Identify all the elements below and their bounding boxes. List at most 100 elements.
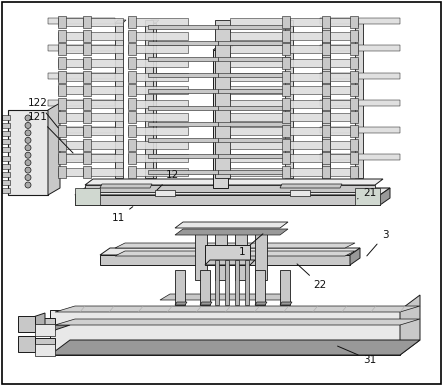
Polygon shape [235,230,247,280]
Polygon shape [322,112,330,124]
Polygon shape [255,270,265,305]
Polygon shape [290,86,330,94]
Polygon shape [255,230,267,280]
Polygon shape [145,20,153,178]
Polygon shape [128,73,188,81]
Polygon shape [58,152,66,164]
Polygon shape [282,166,290,178]
Polygon shape [200,302,212,305]
Text: 11: 11 [111,207,133,223]
Polygon shape [330,86,358,94]
Polygon shape [215,20,230,178]
Polygon shape [148,105,218,110]
Polygon shape [218,105,290,110]
Circle shape [25,115,31,121]
Polygon shape [322,30,330,42]
Polygon shape [350,112,358,124]
Polygon shape [58,43,66,55]
Polygon shape [230,154,290,163]
Polygon shape [350,125,358,137]
Polygon shape [128,127,188,135]
Polygon shape [2,172,10,177]
Polygon shape [148,73,218,77]
Polygon shape [83,100,123,108]
Polygon shape [58,71,66,83]
Polygon shape [282,152,290,164]
Polygon shape [322,71,330,83]
Polygon shape [58,98,66,110]
Polygon shape [83,59,123,67]
Polygon shape [128,113,188,122]
Polygon shape [50,310,400,355]
Polygon shape [350,152,358,164]
Polygon shape [175,302,187,305]
Polygon shape [148,170,218,174]
Polygon shape [128,43,136,55]
Polygon shape [322,139,330,151]
Polygon shape [350,57,358,69]
Polygon shape [2,115,10,120]
Polygon shape [290,154,330,163]
Polygon shape [330,73,358,81]
Polygon shape [128,139,136,151]
Circle shape [25,160,31,166]
Polygon shape [128,166,136,178]
Polygon shape [282,139,290,151]
Polygon shape [350,139,358,151]
Polygon shape [330,127,358,135]
Polygon shape [58,59,83,67]
Polygon shape [320,45,400,51]
Polygon shape [355,20,366,23]
Polygon shape [83,125,91,137]
Polygon shape [128,152,136,164]
Polygon shape [83,84,91,96]
Polygon shape [83,152,91,164]
Polygon shape [282,57,290,69]
Polygon shape [48,73,115,78]
Polygon shape [322,98,330,110]
Polygon shape [148,20,159,23]
Polygon shape [230,141,290,149]
Polygon shape [148,41,218,45]
Circle shape [25,137,31,143]
Polygon shape [83,113,123,122]
Polygon shape [128,32,188,40]
Polygon shape [30,325,70,330]
Polygon shape [322,20,333,23]
Polygon shape [230,18,290,26]
Polygon shape [148,138,218,142]
Polygon shape [330,18,358,26]
Polygon shape [83,32,123,40]
Polygon shape [330,59,358,67]
Circle shape [25,167,31,173]
Polygon shape [58,166,66,178]
Polygon shape [230,32,290,40]
Polygon shape [213,50,228,188]
Polygon shape [148,122,218,126]
Polygon shape [48,100,115,106]
Polygon shape [83,16,91,28]
Polygon shape [350,16,358,28]
Polygon shape [160,294,290,300]
Polygon shape [355,188,380,205]
Polygon shape [58,86,83,94]
Polygon shape [115,243,355,248]
Polygon shape [128,71,136,83]
Polygon shape [128,100,188,108]
Polygon shape [213,46,233,50]
Polygon shape [255,302,267,305]
Polygon shape [30,318,55,330]
Polygon shape [290,141,330,149]
Polygon shape [175,270,185,305]
Polygon shape [322,125,330,137]
Polygon shape [218,41,290,45]
Polygon shape [320,154,400,160]
Polygon shape [218,57,290,61]
Polygon shape [322,152,330,164]
Polygon shape [8,110,48,195]
Polygon shape [128,30,136,42]
Polygon shape [58,16,66,28]
Polygon shape [30,313,45,325]
Polygon shape [320,100,400,106]
Polygon shape [58,57,66,69]
